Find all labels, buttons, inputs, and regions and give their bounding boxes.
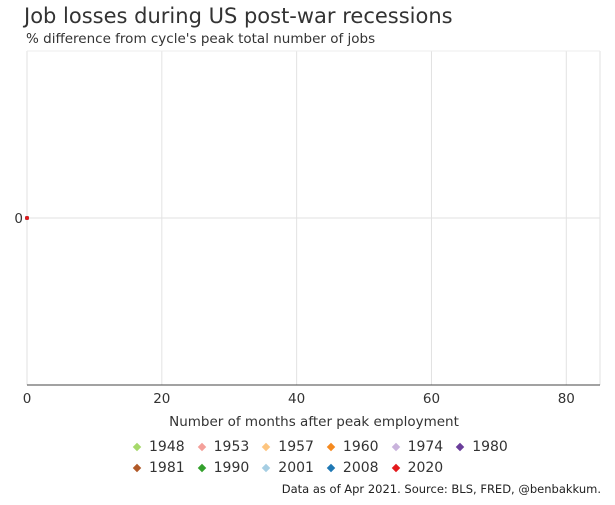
legend-item-2020[interactable]: 2020 (389, 459, 444, 477)
legend-label: 1974 (407, 439, 444, 455)
legend-marker-icon (326, 442, 336, 452)
gridlines (26, 50, 601, 385)
legend-item-2001[interactable]: 2001 (259, 459, 314, 477)
chart-subtitle: % difference from cycle's peak total num… (26, 31, 376, 47)
series-group (25, 216, 29, 220)
line-chart: 0 20 40 60 80 0 Number of months after peak e… (14, 50, 601, 430)
legend-label: 1990 (213, 460, 250, 476)
legend-marker-icon (391, 442, 400, 452)
y-tick-label: 0 (14, 211, 23, 227)
legend-label: 2001 (278, 460, 314, 476)
legend-label: 2020 (407, 460, 444, 476)
legend-label: 1980 (472, 439, 508, 455)
legend-item-1953[interactable]: 1953 (195, 438, 250, 456)
legend-marker-icon (262, 463, 271, 473)
x-axis-label: Number of months after peak employment (169, 414, 459, 430)
legend-marker-icon (132, 463, 142, 473)
legend-item-1960[interactable]: 1960 (324, 438, 379, 456)
data-point-2020 (25, 216, 29, 220)
legend-label: 1957 (278, 439, 314, 455)
legend-item-1957[interactable]: 1957 (259, 438, 314, 456)
legend-marker-icon (132, 442, 142, 452)
x-tick-label: 60 (423, 391, 440, 407)
legend-item-1981[interactable]: 1981 (130, 459, 185, 477)
legend-row: 1981 1990 2001 2008 2020 (130, 459, 520, 477)
legend-label: 1953 (213, 439, 250, 455)
legend-row: 1948 1953 1957 1960 1974 1980 (130, 438, 520, 456)
legend-marker-icon (391, 463, 400, 473)
legend-marker-icon (197, 442, 206, 452)
axis-ticks: 0 20 40 60 80 0 (14, 211, 574, 407)
x-tick-label: 80 (558, 391, 575, 407)
legend-marker-icon (197, 463, 206, 473)
legend-label: 2008 (342, 460, 379, 476)
legend-label: 1948 (149, 439, 185, 455)
legend-label: 1960 (342, 439, 379, 455)
legend-marker-icon (326, 463, 336, 473)
chart-title: Job losses during US post-war recessions (24, 4, 453, 28)
legend-item-2008[interactable]: 2008 (324, 459, 379, 477)
legend-item-1990[interactable]: 1990 (195, 459, 250, 477)
legend-item-1948[interactable]: 1948 (130, 438, 185, 456)
x-tick-label: 0 (23, 391, 32, 407)
legend-marker-icon (455, 442, 465, 452)
legend: 1948 1953 1957 1960 1974 1980 1981 1990 2001 2008… (130, 438, 520, 480)
legend-item-1974[interactable]: 1974 (389, 438, 444, 456)
legend-marker-icon (262, 442, 271, 452)
legend-label: 1981 (149, 460, 185, 476)
legend-item-1980[interactable]: 1980 (453, 438, 508, 456)
x-tick-label: 40 (288, 391, 305, 407)
x-tick-label: 20 (153, 391, 170, 407)
source-note: Data as of Apr 2021. Source: BLS, FRED, … (281, 482, 601, 496)
